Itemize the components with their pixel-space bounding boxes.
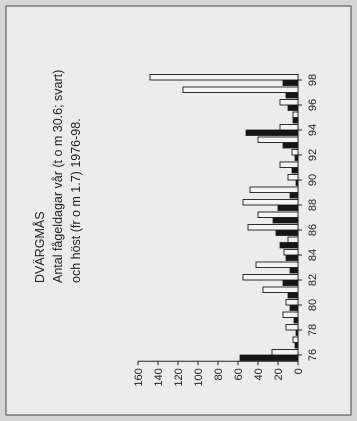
year-tick-label: 90 xyxy=(307,174,319,186)
bar-spring xyxy=(272,217,299,224)
bar-autumn xyxy=(247,224,299,231)
chart-subtitle-line-2: och höst (fr o m 1.7) 1976-98. xyxy=(69,118,83,283)
bar-autumn xyxy=(287,174,299,181)
bar-autumn xyxy=(279,124,299,131)
bar-autumn xyxy=(271,349,299,356)
bar-spring xyxy=(282,142,299,149)
bar-spring xyxy=(289,192,299,199)
bar-spring xyxy=(285,254,299,261)
bar-autumn xyxy=(149,74,299,81)
year-tick-label: 92 xyxy=(307,149,319,161)
bar-spring xyxy=(287,104,299,111)
bar-autumn xyxy=(291,149,299,156)
bar-autumn xyxy=(255,261,299,268)
year-tick-label: 98 xyxy=(307,74,319,86)
bar-autumn xyxy=(283,249,299,256)
value-tick-label: 40 xyxy=(253,368,265,380)
bar-spring xyxy=(277,204,299,211)
bar-spring xyxy=(289,304,299,311)
bar-autumn xyxy=(292,111,299,118)
value-tick-label: 120 xyxy=(173,368,185,386)
year-tick-label: 96 xyxy=(307,99,319,111)
bar-autumn xyxy=(257,211,299,218)
bar-spring xyxy=(282,279,299,286)
year-tick-label: 86 xyxy=(307,224,319,236)
value-tick-label: 0 xyxy=(293,368,305,374)
year-tick-label: 76 xyxy=(307,349,319,361)
bar-spring xyxy=(292,117,299,124)
bar-autumn xyxy=(279,161,299,168)
bar-spring xyxy=(295,329,299,336)
chart-heading: DVÄRGMÅS Antal fågeldagar vår (t o m 30.… xyxy=(32,70,83,283)
bar-autumn xyxy=(285,324,299,331)
bar-spring xyxy=(285,92,299,99)
bar-spring xyxy=(295,179,299,186)
bar-spring xyxy=(287,292,299,299)
value-tick-label: 60 xyxy=(233,368,245,380)
bar-autumn xyxy=(242,199,299,206)
value-tick-label: 20 xyxy=(273,368,285,380)
bar-autumn xyxy=(279,99,299,106)
bar-spring xyxy=(279,242,299,249)
chart-subtitle-line-1: Antal fågeldagar vår (t o m 30.6; svart) xyxy=(51,70,65,283)
bar-spring xyxy=(245,129,299,136)
bar-spring xyxy=(291,167,299,174)
bar-autumn xyxy=(287,236,299,243)
bar-autumn xyxy=(257,136,299,143)
bar-spring xyxy=(293,317,299,324)
bar-spring xyxy=(282,79,299,86)
plot-area: 0 20 40 60 80 100 120 140 160 76 78 80 82 84 86 88 90 92 9… xyxy=(133,73,319,387)
year-tick-label: 82 xyxy=(307,274,319,286)
year-tick-label: 88 xyxy=(307,199,319,211)
value-tick-label: 160 xyxy=(133,368,145,386)
bar-autumn xyxy=(285,299,299,306)
bar-autumn xyxy=(292,336,299,343)
bar-spring xyxy=(294,342,299,349)
bar-autumn xyxy=(249,186,299,193)
bar-spring xyxy=(239,354,299,361)
bar-spring xyxy=(289,267,299,274)
bar-autumn xyxy=(242,274,299,281)
bar-autumn xyxy=(262,286,299,293)
year-tick-label: 78 xyxy=(307,324,319,336)
year-tick-label: 84 xyxy=(307,249,319,261)
chart-title: DVÄRGMÅS xyxy=(32,211,47,283)
year-tick-label: 80 xyxy=(307,299,319,311)
value-tick-label: 100 xyxy=(193,368,205,386)
bar-spring xyxy=(294,154,299,161)
bar-autumn xyxy=(182,86,299,93)
bar-autumn xyxy=(282,311,299,318)
value-tick-label: 140 xyxy=(153,368,165,386)
year-tick-label: 94 xyxy=(307,124,319,136)
value-tick-label: 80 xyxy=(213,368,225,380)
bar-spring xyxy=(275,229,299,236)
